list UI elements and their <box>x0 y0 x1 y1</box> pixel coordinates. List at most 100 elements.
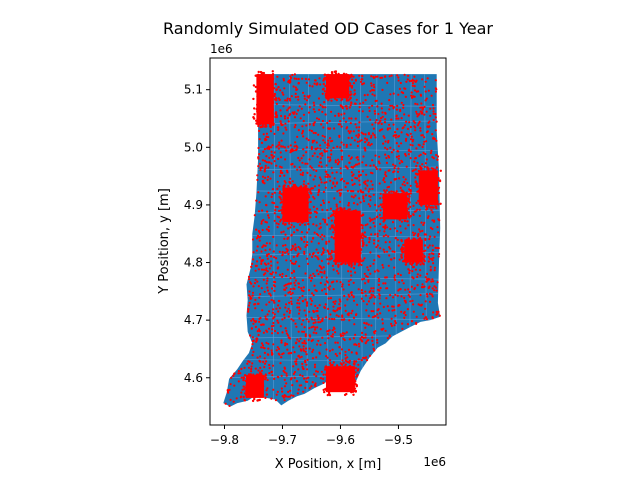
od-point <box>368 188 371 191</box>
od-point <box>302 349 305 352</box>
od-point <box>332 368 335 371</box>
od-point <box>289 259 292 262</box>
od-point <box>354 209 357 212</box>
od-point <box>388 335 391 338</box>
od-point <box>343 96 346 99</box>
od-point <box>358 212 361 216</box>
od-point <box>302 91 305 94</box>
od-point <box>281 275 284 278</box>
od-point <box>312 294 315 297</box>
od-point <box>272 101 275 104</box>
od-point <box>422 171 425 175</box>
od-point <box>257 302 260 305</box>
od-point <box>343 332 346 335</box>
x-tick-label: −9.6 <box>326 433 355 447</box>
od-point <box>416 275 419 279</box>
od-point <box>279 151 282 154</box>
od-point <box>391 250 394 253</box>
od-point <box>317 191 320 194</box>
od-point <box>328 159 331 162</box>
od-point <box>345 86 348 90</box>
od-point <box>383 211 386 214</box>
od-point <box>332 75 335 78</box>
od-point <box>337 263 340 266</box>
od-point <box>431 244 434 247</box>
od-point <box>258 330 261 333</box>
od-point <box>330 226 333 229</box>
od-point <box>408 295 411 298</box>
od-point <box>363 272 366 275</box>
od-point <box>330 335 333 338</box>
od-point <box>286 343 289 346</box>
od-point <box>428 238 431 241</box>
od-point <box>260 369 263 372</box>
od-point <box>271 352 274 356</box>
od-point <box>334 159 337 162</box>
od-point <box>323 73 326 77</box>
od-point <box>359 247 362 251</box>
od-point <box>257 124 260 128</box>
od-point <box>266 378 269 382</box>
od-point <box>415 79 418 82</box>
od-point <box>266 147 269 150</box>
od-point <box>403 180 406 183</box>
od-point <box>339 300 342 303</box>
od-point <box>352 130 355 133</box>
od-point <box>387 235 390 238</box>
od-point <box>288 211 291 214</box>
od-point <box>419 106 422 109</box>
od-point <box>416 190 419 193</box>
od-point <box>402 282 405 285</box>
od-point <box>314 131 317 135</box>
od-point <box>326 121 329 125</box>
od-point <box>372 127 375 130</box>
od-point <box>251 238 255 241</box>
od-point <box>384 329 387 332</box>
od-point <box>272 171 275 174</box>
od-point <box>284 209 287 212</box>
od-point <box>289 78 292 82</box>
od-point <box>273 285 276 288</box>
od-point <box>437 186 441 189</box>
od-point <box>386 305 389 308</box>
od-point <box>393 178 396 181</box>
od-point <box>330 153 333 156</box>
od-point <box>290 223 293 227</box>
od-point <box>414 176 417 179</box>
od-point <box>290 318 293 321</box>
od-point <box>366 93 369 96</box>
od-point <box>379 209 382 212</box>
od-point <box>406 78 409 81</box>
od-point <box>356 221 359 225</box>
od-point <box>331 329 334 332</box>
od-point <box>414 156 417 160</box>
od-point <box>298 345 301 348</box>
od-point <box>379 217 382 220</box>
od-point <box>409 214 412 218</box>
od-point <box>384 234 387 237</box>
od-point <box>294 96 297 99</box>
od-point <box>264 315 267 318</box>
od-point <box>327 286 330 289</box>
od-point <box>316 370 319 373</box>
od-point <box>319 328 322 331</box>
od-point <box>369 164 372 167</box>
od-point <box>284 306 287 309</box>
od-point <box>255 119 258 122</box>
od-point <box>325 276 328 279</box>
od-point <box>426 295 429 298</box>
od-point <box>424 249 427 252</box>
od-point <box>428 120 431 123</box>
od-point <box>264 317 267 320</box>
od-point <box>433 181 436 184</box>
od-point <box>363 277 366 280</box>
od-point <box>329 94 332 97</box>
od-point <box>357 170 361 173</box>
od-point <box>344 359 347 362</box>
od-point <box>376 105 379 108</box>
od-point <box>353 182 356 185</box>
od-point <box>401 322 404 325</box>
od-point <box>278 98 281 101</box>
od-point <box>409 157 412 160</box>
od-point <box>285 303 288 306</box>
